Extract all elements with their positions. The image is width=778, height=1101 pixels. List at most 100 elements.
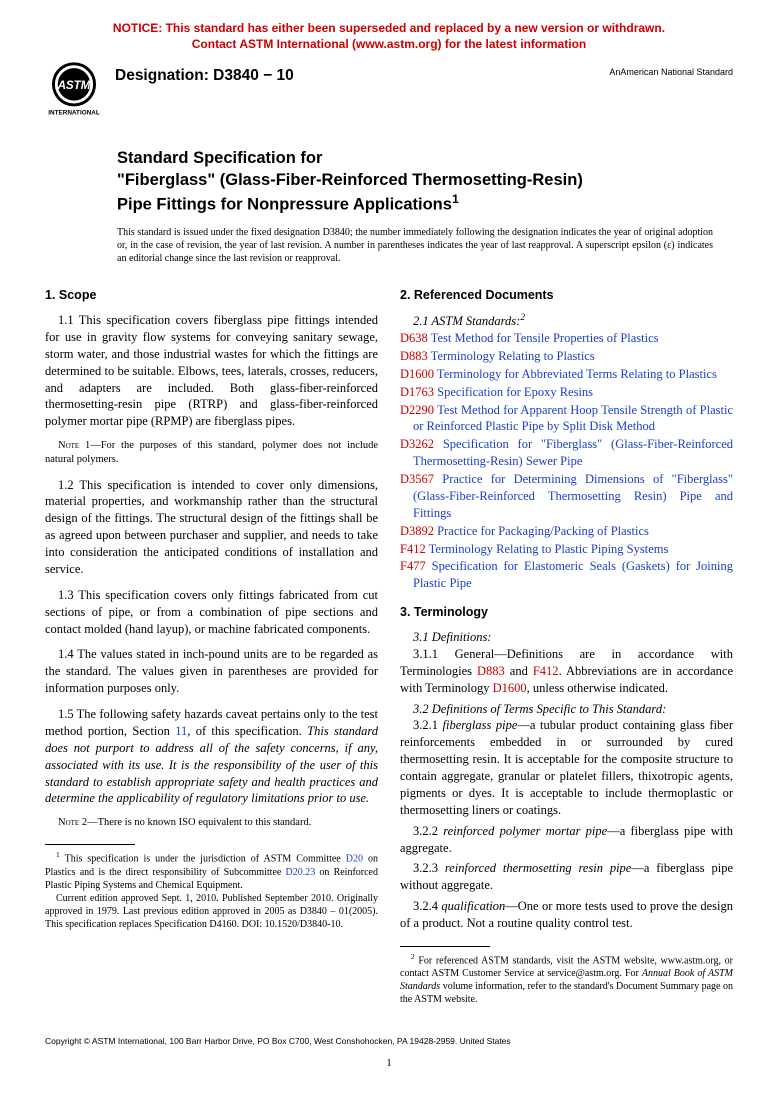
reference-code-link[interactable]: D1600	[400, 367, 434, 381]
d323-num: 3.2.3	[413, 861, 445, 875]
title-block: Standard Specification for "Fiberglass" …	[117, 148, 733, 216]
reference-code-link[interactable]: D883	[400, 349, 428, 363]
title-line-3: Pipe Fittings for Nonpressure Applicatio…	[117, 196, 452, 214]
note-1-body: —For the purposes of this standard, poly…	[45, 440, 378, 465]
reference-item: D2290 Test Method for Apparent Hoop Tens…	[400, 402, 733, 436]
svg-text:INTERNATIONAL: INTERNATIONAL	[48, 110, 100, 117]
scope-1-1: 1.1 This specification covers fiberglass…	[45, 312, 378, 430]
ans-label: AnAmerican National Standard	[609, 66, 733, 78]
page-root: NOTICE: This standard has either been su…	[0, 0, 778, 1101]
terminology-heading: 3. Terminology	[400, 604, 733, 621]
standard-title: Standard Specification for "Fiberglass" …	[117, 148, 733, 216]
reference-item: D638 Test Method for Tensile Properties …	[400, 330, 733, 347]
title-line-2: "Fiberglass" (Glass-Fiber-Reinforced The…	[117, 171, 583, 189]
astm-standards-subhead: 2.1 ASTM Standards:2	[400, 312, 733, 330]
d322-term: reinforced polymer mortar pipe	[443, 824, 607, 838]
def-3-2-4: 3.2.4 qualification—One or more tests us…	[400, 898, 733, 932]
fn2-b: volume information, refer to the standar…	[400, 981, 733, 1005]
scope-note-1: Note 1—For the purposes of this standard…	[45, 439, 378, 467]
d323-term: reinforced thermosetting resin pipe	[445, 861, 632, 875]
footnote-rule-right	[400, 946, 490, 947]
footnote-2: 2 For referenced ASTM standards, visit t…	[400, 952, 733, 1006]
reference-title-link[interactable]: Practice for Determining Dimensions of "…	[413, 472, 733, 520]
f412-link[interactable]: F412	[533, 664, 559, 678]
svg-text:ASTM: ASTM	[57, 79, 91, 92]
reference-code-link[interactable]: D3892	[400, 524, 434, 538]
reference-code-link[interactable]: D2290	[400, 403, 434, 417]
note-2-body: —There is no known ISO equivalent to thi…	[87, 817, 311, 828]
d324-term: qualification	[441, 899, 505, 913]
subcommittee-d20-23-link[interactable]: D20.23	[286, 867, 316, 878]
scope-note-2: Note 2—There is no known ISO equivalent …	[45, 816, 378, 830]
def-specific-subhead: 3.2 Definitions of Terms Specific to Thi…	[400, 701, 733, 718]
copyright-line: Copyright © ASTM International, 100 Barr…	[45, 1036, 733, 1047]
notice-line-2: Contact ASTM International (www.astm.org…	[192, 37, 586, 51]
reference-code-link[interactable]: F412	[400, 542, 426, 556]
def-3-2-1: 3.2.1 fiberglass pipe—a tubular product …	[400, 717, 733, 818]
fn1-a: This specification is under the jurisdic…	[65, 854, 346, 865]
d321-term: fiberglass pipe	[443, 718, 518, 732]
scope-heading: 1. Scope	[45, 287, 378, 304]
reference-item: F412 Terminology Relating to Plastic Pip…	[400, 541, 733, 558]
committee-d20-link[interactable]: D20	[346, 854, 363, 865]
section-11-link[interactable]: 11	[175, 724, 187, 738]
d321-num: 3.2.1	[413, 718, 443, 732]
def-3-2-3: 3.2.3 reinforced thermosetting resin pip…	[400, 860, 733, 894]
issuance-statement: This standard is issued under the fixed …	[117, 226, 713, 265]
reference-title-link[interactable]: Terminology Relating to Plastic Piping S…	[426, 542, 669, 556]
footnote-1: 1 This specification is under the jurisd…	[45, 850, 378, 891]
d322-num: 3.2.2	[413, 824, 443, 838]
reference-item: D3262 Specification for "Fiberglass" (Gl…	[400, 436, 733, 470]
reference-item: F477 Specification for Elastomeric Seals…	[400, 558, 733, 592]
footnote-1-p2: Current edition approved Sept. 1, 2010. …	[45, 892, 378, 931]
reference-title-link[interactable]: Specification for "Fiberglass" (Glass-Fi…	[413, 437, 733, 468]
reference-item: D3892 Practice for Packaging/Packing of …	[400, 523, 733, 540]
reference-title-link[interactable]: Terminology Relating to Plastics	[428, 349, 595, 363]
reference-code-link[interactable]: D1763	[400, 385, 434, 399]
d321-body: —a tubular product containing glass fibe…	[400, 718, 733, 816]
reference-item: D883 Terminology Relating to Plastics	[400, 348, 733, 365]
reference-title-link[interactable]: Specification for Epoxy Resins	[434, 385, 593, 399]
reference-item: D1600 Terminology for Abbreviated Terms …	[400, 366, 733, 383]
reference-list: D638 Test Method for Tensile Properties …	[400, 330, 733, 592]
page-number: 1	[45, 1056, 733, 1071]
header-row: ASTM INTERNATIONAL Designation: D3840 − …	[45, 60, 733, 118]
reference-item: D3567 Practice for Determining Dimension…	[400, 471, 733, 522]
scope-1-2: 1.2 This specification is intended to co…	[45, 477, 378, 578]
d324-num: 3.2.4	[413, 899, 441, 913]
reference-code-link[interactable]: D638	[400, 331, 428, 345]
def-3-2-2: 3.2.2 reinforced polymer mortar pipe—a f…	[400, 823, 733, 857]
reference-item: D1763 Specification for Epoxy Resins	[400, 384, 733, 401]
reference-title-link[interactable]: Test Method for Apparent Hoop Tensile St…	[413, 403, 733, 434]
reference-title-link[interactable]: Terminology for Abbreviated Terms Relati…	[434, 367, 717, 381]
reference-title-link[interactable]: Specification for Elastomeric Seals (Gas…	[413, 559, 733, 590]
notice-banner: NOTICE: This standard has either been su…	[45, 20, 733, 52]
scope-1-5-b: , of this specification.	[187, 724, 307, 738]
d311-d: , unless otherwise indicated.	[527, 681, 668, 695]
note-2-label: Note 2	[58, 817, 87, 828]
definitions-subhead: 3.1 Definitions:	[400, 629, 733, 646]
designation-label: Designation: D3840 − 10	[115, 66, 294, 87]
referenced-docs-heading: 2. Referenced Documents	[400, 287, 733, 304]
footnote-rule-left	[45, 844, 135, 845]
astm-logo-icon: ASTM INTERNATIONAL	[45, 60, 103, 118]
designation-row: Designation: D3840 − 10 AnAmerican Natio…	[115, 60, 733, 87]
d1600-link[interactable]: D1600	[493, 681, 527, 695]
reference-title-link[interactable]: Test Method for Tensile Properties of Pl…	[428, 331, 659, 345]
reference-code-link[interactable]: D3262	[400, 437, 434, 451]
two-column-body: 1. Scope 1.1 This specification covers f…	[45, 287, 733, 1006]
def-3-1-1: 3.1.1 General—Definitions are in accorda…	[400, 646, 733, 697]
d311-b: and	[505, 664, 533, 678]
reference-title-link[interactable]: Practice for Packaging/Packing of Plasti…	[434, 524, 649, 538]
notice-line-1: NOTICE: This standard has either been su…	[113, 21, 665, 35]
right-column: 2. Referenced Documents 2.1 ASTM Standar…	[400, 287, 733, 1006]
note-1-label: Note 1	[58, 440, 90, 451]
scope-1-3: 1.3 This specification covers only fitti…	[45, 587, 378, 638]
reference-code-link[interactable]: D3567	[400, 472, 434, 486]
reference-code-link[interactable]: F477	[400, 559, 426, 573]
left-column: 1. Scope 1.1 This specification covers f…	[45, 287, 378, 1006]
title-line-1: Standard Specification for	[117, 149, 322, 167]
d883-link[interactable]: D883	[477, 664, 505, 678]
scope-1-5: 1.5 The following safety hazards caveat …	[45, 706, 378, 807]
scope-1-4: 1.4 The values stated in inch-pound unit…	[45, 646, 378, 697]
